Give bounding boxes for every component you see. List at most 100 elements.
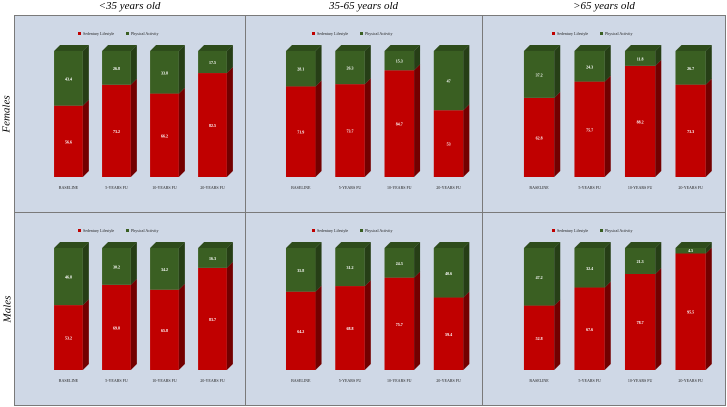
females-under-35-value-label-sedentary-3: 82.5 — [209, 123, 216, 128]
males-under-35-bar-top-3 — [198, 242, 233, 248]
females-35-65-value-label-physical-1: 26.3 — [347, 66, 354, 71]
males-over-65-bar-sedentary-side-3 — [705, 247, 712, 370]
females-35-65-category-label-0: BASELINE — [291, 185, 311, 190]
females-under-35-bar-top-2 — [150, 45, 185, 51]
males-under-35-legend-label-physical: Physical Activity — [131, 228, 158, 233]
males-under-35-bar-sedentary-1 — [102, 284, 131, 370]
males-under-35-bar-physical-0 — [54, 248, 83, 306]
males-over-65-bar-sedentary-2 — [624, 273, 656, 370]
column-header-35-65: 35-65 years old — [328, 0, 399, 12]
males-over-65-legend-swatch-sedentary — [552, 229, 555, 232]
females-over-65-bar-sedentary-side-2 — [655, 59, 662, 178]
males-over-65-bar-sedentary-side-2 — [655, 267, 662, 370]
males-35-65-bar-physical-side-1 — [364, 242, 371, 287]
females-35-65-category-label-1: 5-YEARS FU — [339, 185, 362, 190]
males-over-65-category-label-3: 20-YEARS FU — [678, 378, 703, 383]
chart-females-over-65: Sedentary Lifestyle Physical Activity 62.8… — [523, 31, 712, 190]
males-under-35-bar-physical-2 — [150, 248, 179, 290]
females-over-65-value-label-physical-3: 26.7 — [687, 66, 694, 71]
males-35-65-category-label-1: 5-YEARS FU — [339, 378, 362, 383]
females-under-35-bar-top-0 — [54, 45, 89, 51]
females-35-65-legend-swatch-physical — [360, 32, 363, 35]
females-35-65-bar-physical-side-3 — [463, 45, 470, 111]
females-35-65-legend-label-physical: Physical Activity — [365, 31, 392, 36]
females-under-35-bar-top-1 — [102, 45, 137, 51]
females-under-35-legend-label-physical: Physical Activity — [131, 31, 158, 36]
females-over-65-bar-physical-side-0 — [554, 45, 561, 98]
females-over-65-bar-sedentary-side-0 — [554, 91, 561, 177]
males-over-65-value-label-sedentary-0: 52.8 — [536, 336, 543, 341]
males-under-35-category-label-0: BASELINE — [59, 378, 79, 383]
males-over-65-bar-sedentary-0 — [523, 305, 555, 370]
males-over-65-bar-physical-side-3 — [705, 242, 712, 254]
females-35-65-bar-top-1 — [335, 45, 371, 51]
females-under-35-bar-physical-side-3 — [226, 45, 233, 74]
males-over-65-category-label-1: 5-YEARS FU — [578, 378, 601, 383]
males-over-65-bar-sedentary-1 — [574, 287, 605, 370]
males-under-35-value-label-physical-2: 34.2 — [161, 267, 168, 272]
males-35-65-legend-label-sedentary: Sedentary Lifestyle — [317, 228, 348, 233]
females-over-65-bar-sedentary-side-1 — [604, 75, 611, 177]
females-35-65-value-label-sedentary-1: 73.7 — [347, 129, 354, 134]
males-35-65-value-label-sedentary-2: 75.7 — [396, 322, 403, 327]
males-35-65-category-label-3: 20-YEARS FU — [436, 378, 461, 383]
females-over-65-bar-physical-side-1 — [604, 45, 611, 82]
males-over-65-bar-sedentary-3 — [675, 253, 706, 370]
females-over-65-bar-top-0 — [523, 45, 561, 51]
males-under-35-legend-label-sedentary: Sedentary Lifestyle — [83, 228, 114, 233]
males-over-65-bar-physical-side-1 — [604, 242, 611, 288]
females-under-35-bar-sedentary-3 — [198, 73, 227, 177]
males-over-65-value-label-physical-2: 21.3 — [637, 259, 644, 264]
males-under-35-bar-physical-3 — [198, 248, 227, 268]
females-over-65-bar-sedentary-0 — [523, 97, 555, 177]
females-under-35-bar-sedentary-side-2 — [178, 87, 185, 177]
females-over-65-value-label-physical-2: 11.8 — [637, 56, 644, 61]
males-over-65-category-label-0: BASELINE — [529, 378, 549, 383]
males-35-65-bar-sedentary-side-2 — [414, 271, 421, 370]
females-under-35-bar-physical-1 — [102, 51, 131, 85]
males-35-65-value-label-physical-3: 40.6 — [445, 271, 452, 276]
females-35-65-bar-physical-3 — [433, 51, 464, 111]
females-under-35-bar-physical-side-0 — [82, 45, 89, 106]
females-35-65-bar-physical-side-0 — [315, 45, 322, 87]
females-35-65-bar-top-2 — [384, 45, 421, 51]
females-35-65-bar-physical-1 — [335, 51, 365, 85]
males-under-35-value-label-sedentary-2: 65.8 — [161, 328, 168, 333]
females-under-35-bar-sedentary-2 — [150, 93, 179, 177]
males-over-65-bar-physical-side-2 — [655, 242, 662, 274]
males-35-65-value-label-sedentary-0: 64.2 — [297, 329, 304, 334]
females-under-35-bar-sedentary-side-1 — [130, 78, 137, 177]
females-35-65-bar-top-0 — [285, 45, 322, 51]
females-under-35-category-label-2: 10-YEARS FU — [152, 185, 177, 190]
females-under-35-bar-physical-side-1 — [130, 45, 137, 85]
females-35-65-bar-sedentary-side-1 — [364, 78, 371, 177]
males-35-65-bar-physical-1 — [335, 248, 365, 287]
males-35-65-bar-physical-side-0 — [315, 242, 322, 292]
chart-females-35-65: Sedentary Lifestyle Physical Activity 71.9… — [285, 31, 470, 190]
males-under-35-value-label-physical-3: 16.3 — [209, 256, 216, 261]
females-over-65-bar-top-2 — [624, 45, 662, 51]
males-35-65-bar-sedentary-side-1 — [364, 280, 371, 370]
males-under-35-bar-sedentary-3 — [198, 267, 227, 370]
chart-males-under-35: Sedentary Lifestyle Physical Activity 53.2… — [54, 228, 233, 383]
females-under-35-category-label-3: 20-YEARS FU — [200, 185, 225, 190]
males-35-65-bar-sedentary-0 — [285, 291, 316, 370]
males-over-65-value-label-physical-0: 47.2 — [536, 275, 543, 280]
males-under-35-category-label-2: 10-YEARS FU — [152, 378, 177, 383]
row-label-females: Females — [0, 15, 14, 212]
females-35-65-value-label-sedentary-3: 53 — [447, 142, 451, 147]
males-under-35-bar-sedentary-side-0 — [82, 299, 89, 370]
females-under-35-value-label-physical-2: 33.8 — [161, 70, 168, 75]
males-35-65-bar-physical-2 — [384, 248, 415, 278]
males-over-65-bar-physical-1 — [574, 248, 605, 288]
females-over-65-bar-physical-side-2 — [655, 45, 662, 66]
females-over-65-bar-physical-3 — [675, 51, 706, 85]
females-over-65-bar-physical-2 — [624, 51, 656, 66]
females-under-35-legend-label-sedentary: Sedentary Lifestyle — [83, 31, 114, 36]
males-over-65-bar-physical-side-0 — [554, 242, 561, 306]
females-35-65-value-label-physical-3: 47 — [447, 79, 451, 84]
males-35-65-bar-physical-side-3 — [463, 242, 470, 298]
chart-males-over-65: Sedentary Lifestyle Physical Activity 52.8… — [523, 228, 712, 383]
females-35-65-bar-physical-2 — [384, 51, 415, 71]
males-35-65-category-label-0: BASELINE — [291, 378, 311, 383]
